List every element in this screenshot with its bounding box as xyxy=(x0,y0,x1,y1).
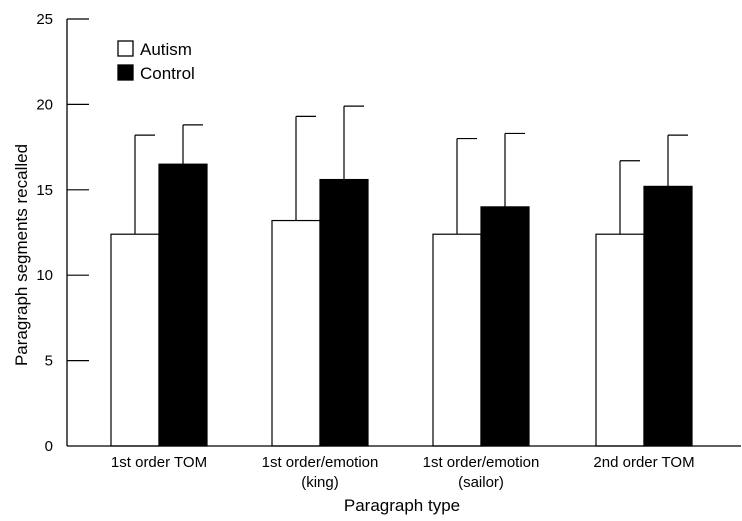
legend-swatch-control xyxy=(117,64,134,81)
bar-control xyxy=(480,206,530,447)
bar-autism xyxy=(595,233,645,447)
bar-control xyxy=(643,185,693,447)
legend-swatch-autism xyxy=(117,40,134,57)
x-tick-label: 2nd order TOM xyxy=(593,454,694,471)
x-tick-label: (sailor) xyxy=(458,474,504,491)
legend: Autism Control xyxy=(117,40,195,83)
x-tick-label: 1st order/emotion xyxy=(423,454,540,471)
legend-label-autism: Autism xyxy=(140,40,192,59)
y-tick-label: 10 xyxy=(36,267,53,284)
x-axis-title: Paragraph type xyxy=(344,496,460,515)
y-tick-label: 25 xyxy=(36,11,53,28)
y-tick-label: 0 xyxy=(45,438,53,455)
y-axis-title: Paragraph segments recalled xyxy=(12,144,31,366)
bar-autism xyxy=(432,233,482,447)
x-tick-label: (king) xyxy=(301,474,339,491)
bar-autism xyxy=(110,233,160,447)
bar-control xyxy=(319,178,369,447)
y-tick-label: 20 xyxy=(36,96,53,113)
y-tick-label: 15 xyxy=(36,182,53,199)
y-tick-label: 5 xyxy=(45,353,53,370)
axes-layer xyxy=(66,19,741,447)
y-ticks: 0 5 10 15 20 25 xyxy=(36,11,89,455)
bar-control xyxy=(158,163,208,447)
x-tick-label: 1st order/emotion xyxy=(262,454,379,471)
bars-layer xyxy=(110,105,693,447)
x-tick-labels: 1st order TOM 1st order/emotion (king) 1st … xyxy=(111,454,695,491)
legend-label-control: Control xyxy=(140,64,195,83)
x-tick-label: 1st order TOM xyxy=(111,454,207,471)
bar-autism xyxy=(271,219,321,447)
